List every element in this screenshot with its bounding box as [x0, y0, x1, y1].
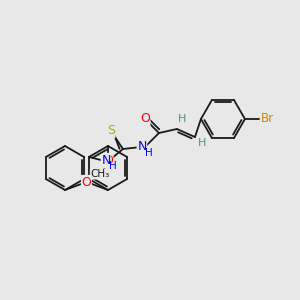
Text: H: H — [145, 148, 153, 158]
Text: Br: Br — [261, 112, 274, 125]
Text: S: S — [107, 124, 115, 137]
Text: H: H — [198, 138, 206, 148]
Text: N: N — [101, 154, 111, 167]
Text: O: O — [103, 154, 113, 166]
Text: H: H — [109, 161, 117, 171]
Text: O: O — [82, 176, 92, 188]
Text: CH₃: CH₃ — [90, 169, 110, 179]
Text: N: N — [137, 140, 147, 154]
Text: O: O — [140, 112, 150, 125]
Text: H: H — [178, 114, 186, 124]
